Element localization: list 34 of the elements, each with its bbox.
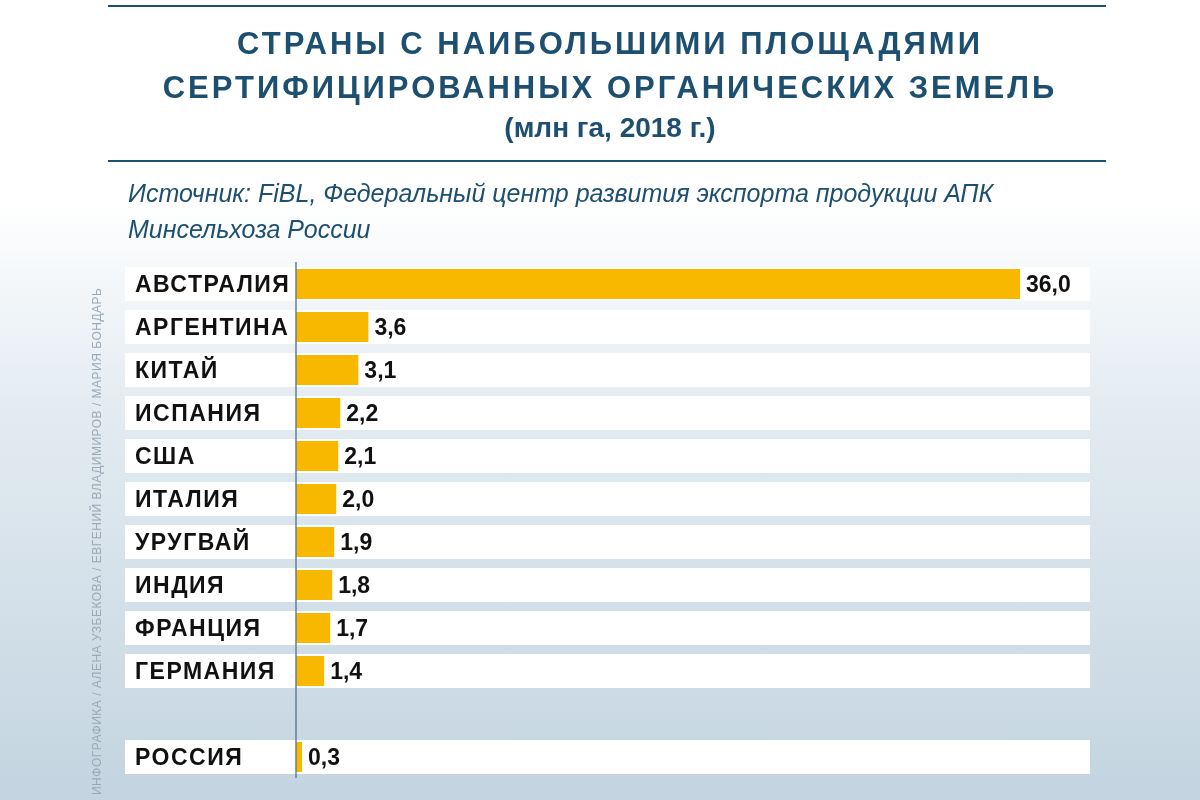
data-label: 1,4 (330, 658, 363, 685)
bar (296, 570, 333, 600)
bar (296, 398, 341, 428)
y-tick-label: ИНДИЯ (135, 571, 226, 598)
y-tick-label: ИСПАНИЯ (135, 399, 262, 426)
y-tick-label: АРГЕНТИНА (135, 313, 290, 340)
y-tick-label: КИТАЙ (135, 355, 219, 383)
data-label: 36,0 (1026, 271, 1071, 298)
chart-subtitle: (млн га, 2018 г.) (503, 112, 717, 144)
bar (296, 613, 331, 643)
text: Источник: FiBL, Федеральный центр развития экспорта продукции АПК Минсельхоза России (128, 178, 995, 245)
data-label: 2,2 (346, 400, 379, 427)
y-tick-label: ФРАНЦИЯ (135, 614, 262, 641)
chart-title: СТРАНЫ С НАИБОЛЬШИМИ ПЛОЩАДЯМИ СЕРТИФИЦИРОВАННЫХ ОРГАНИЧЕСКИХ ЗЕМЕЛЬ (161, 25, 1059, 107)
data-label: 3,1 (364, 357, 397, 384)
y-tick-label: ИТАЛИЯ (135, 485, 240, 512)
data-label: 2,1 (344, 443, 377, 470)
y-tick-label: АВСТРАЛИЯ (135, 270, 291, 297)
data-label: 3,6 (374, 314, 407, 341)
bar (296, 312, 369, 342)
bar (296, 484, 337, 514)
data-label: 1,7 (336, 615, 369, 642)
y-tick-label: УРУГВАЙ (135, 527, 251, 555)
data-label: 0,3 (308, 744, 341, 771)
y-tick-label: США (135, 442, 196, 469)
y-tick-label: РОССИЯ (135, 743, 244, 770)
bar (296, 441, 339, 471)
bar (296, 656, 325, 686)
data-label: 2,0 (342, 486, 375, 513)
bar (296, 355, 359, 385)
bar (296, 527, 335, 557)
data-label: 1,8 (338, 572, 371, 599)
y-tick-label: ГЕРМАНИЯ (135, 657, 276, 684)
data-label: 1,9 (340, 529, 373, 556)
